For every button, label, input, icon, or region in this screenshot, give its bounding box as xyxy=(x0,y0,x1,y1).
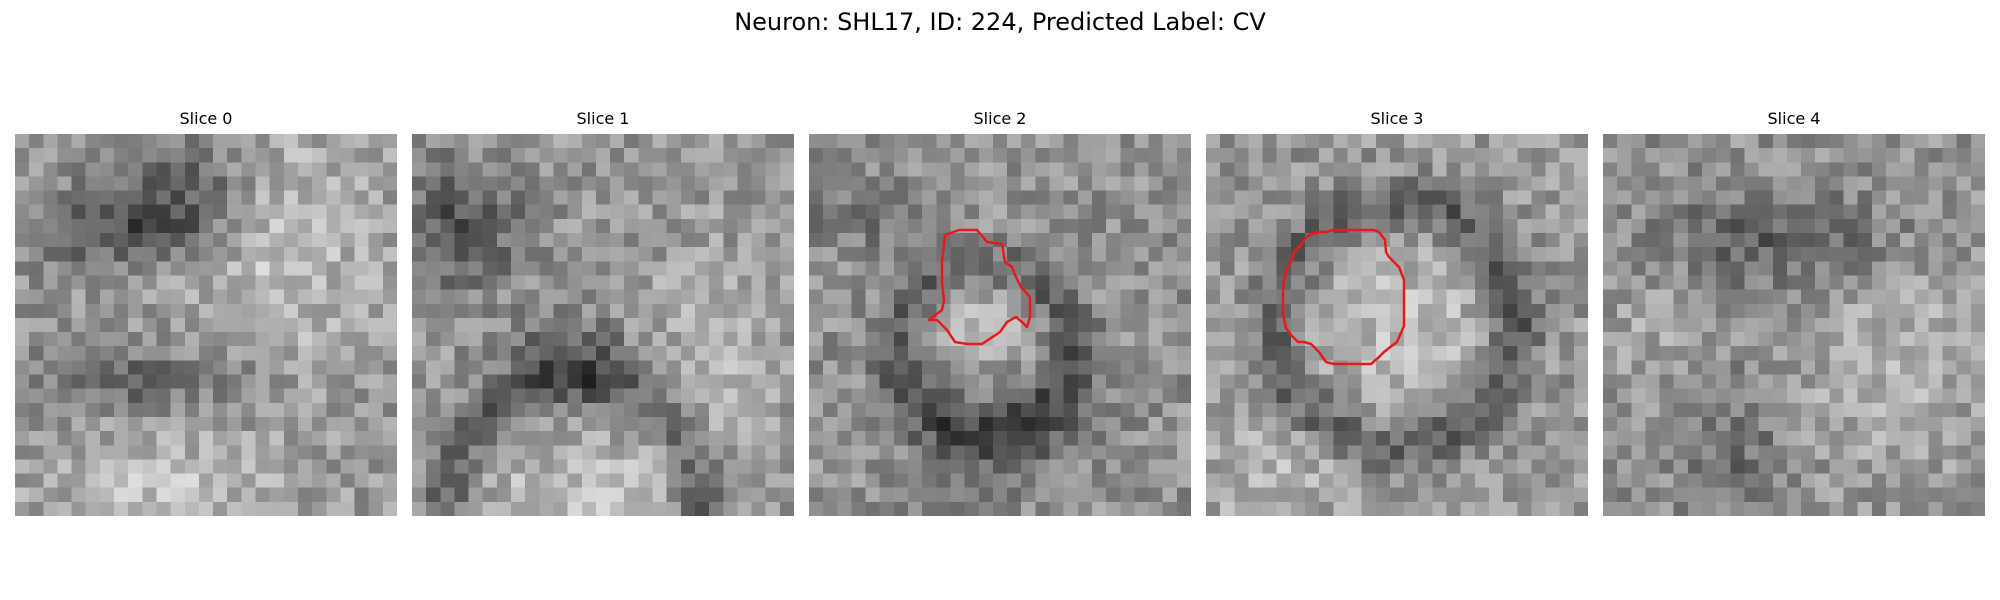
slice-panel-3: Slice 3 xyxy=(1206,108,1588,516)
slice-image-1 xyxy=(412,134,794,516)
slice-panel-4: Slice 4 xyxy=(1603,108,1985,516)
contour-overlay-2 xyxy=(927,228,1032,346)
figure-title: Neuron: SHL17, ID: 224, Predicted Label:… xyxy=(734,8,1266,36)
slice-image-0 xyxy=(15,134,397,516)
slice-image-4 xyxy=(1603,134,1985,516)
vesicle-contour-2 xyxy=(927,228,1032,346)
slice-title-3: Slice 3 xyxy=(1370,109,1424,128)
slice-panel-2: Slice 2 xyxy=(809,108,1191,516)
slice-title-4: Slice 4 xyxy=(1767,109,1821,128)
slice-title-1: Slice 1 xyxy=(576,109,630,128)
slice-image-2 xyxy=(809,134,1191,516)
slice-image-3 xyxy=(1206,134,1588,516)
slice-title-2: Slice 2 xyxy=(973,109,1027,128)
contour-overlay-3 xyxy=(1281,228,1406,366)
slice-panel-0: Slice 0 xyxy=(15,108,397,516)
slice-panel-1: Slice 1 xyxy=(412,108,794,516)
vesicle-contour-3 xyxy=(1281,228,1406,366)
slice-title-0: Slice 0 xyxy=(179,109,233,128)
